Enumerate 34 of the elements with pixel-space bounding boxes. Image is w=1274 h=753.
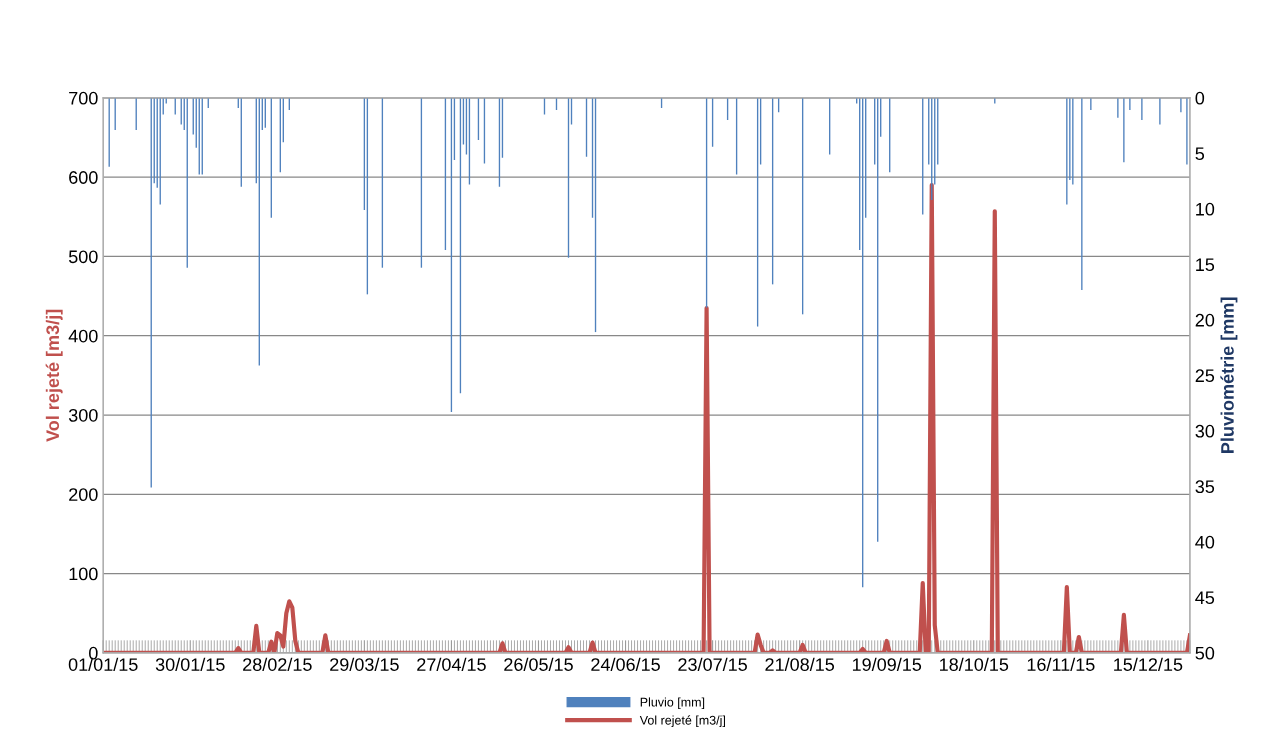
y-tick-label: 500 xyxy=(68,250,98,264)
y-tick-label: 100 xyxy=(69,567,98,581)
y2-tick-label: 0 xyxy=(1195,91,1205,105)
y2-axis-title: Pluviométrie [mm] xyxy=(1220,297,1238,453)
y2-tick-label: 15 xyxy=(1196,258,1215,272)
x-tick-label: 24/06/15 xyxy=(591,657,660,671)
y-tick-label: 400 xyxy=(68,329,98,343)
x-tick-label: 26/05/15 xyxy=(504,657,573,671)
x-tick-label: 30/01/15 xyxy=(155,657,225,671)
x-tick-label: 27/04/15 xyxy=(417,657,486,671)
legend-label: Vol rejeté [m3/j] xyxy=(639,715,725,728)
x-tick-label: 23/07/15 xyxy=(678,657,747,671)
y2-tick-label: 35 xyxy=(1195,480,1215,494)
y-tick-label: 700 xyxy=(69,91,98,105)
x-tick-label: 18/10/15 xyxy=(940,657,1009,671)
x-tick-label: 19/09/15 xyxy=(852,657,922,671)
x-tick-label: 28/02/15 xyxy=(243,657,312,671)
x-tick-label: 15/12/15 xyxy=(1114,657,1183,671)
y2-tick-label: 45 xyxy=(1195,591,1215,605)
y-axis-title: Vol rejeté [m3/j] xyxy=(45,309,63,442)
y-tick-label: 600 xyxy=(69,171,98,184)
y2-tick-label: 5 xyxy=(1195,147,1205,161)
y2-tick-label: 20 xyxy=(1195,313,1215,327)
y2-tick-label: 25 xyxy=(1195,369,1215,383)
x-tick-label: 21/08/15 xyxy=(765,657,835,671)
y2-tick-label: 50 xyxy=(1195,646,1215,660)
y-tick-label: 300 xyxy=(68,408,98,422)
x-tick-label: 16/11/15 xyxy=(1027,657,1095,671)
y2-tick-label: 30 xyxy=(1195,424,1215,438)
y2-tick-label: 10 xyxy=(1196,202,1215,216)
x-tick-label: 29/03/15 xyxy=(330,657,399,671)
y-tick-label: 200 xyxy=(69,488,98,502)
y2-tick-label: 40 xyxy=(1195,535,1215,549)
legend-label: Pluvio [mm] xyxy=(640,697,705,710)
